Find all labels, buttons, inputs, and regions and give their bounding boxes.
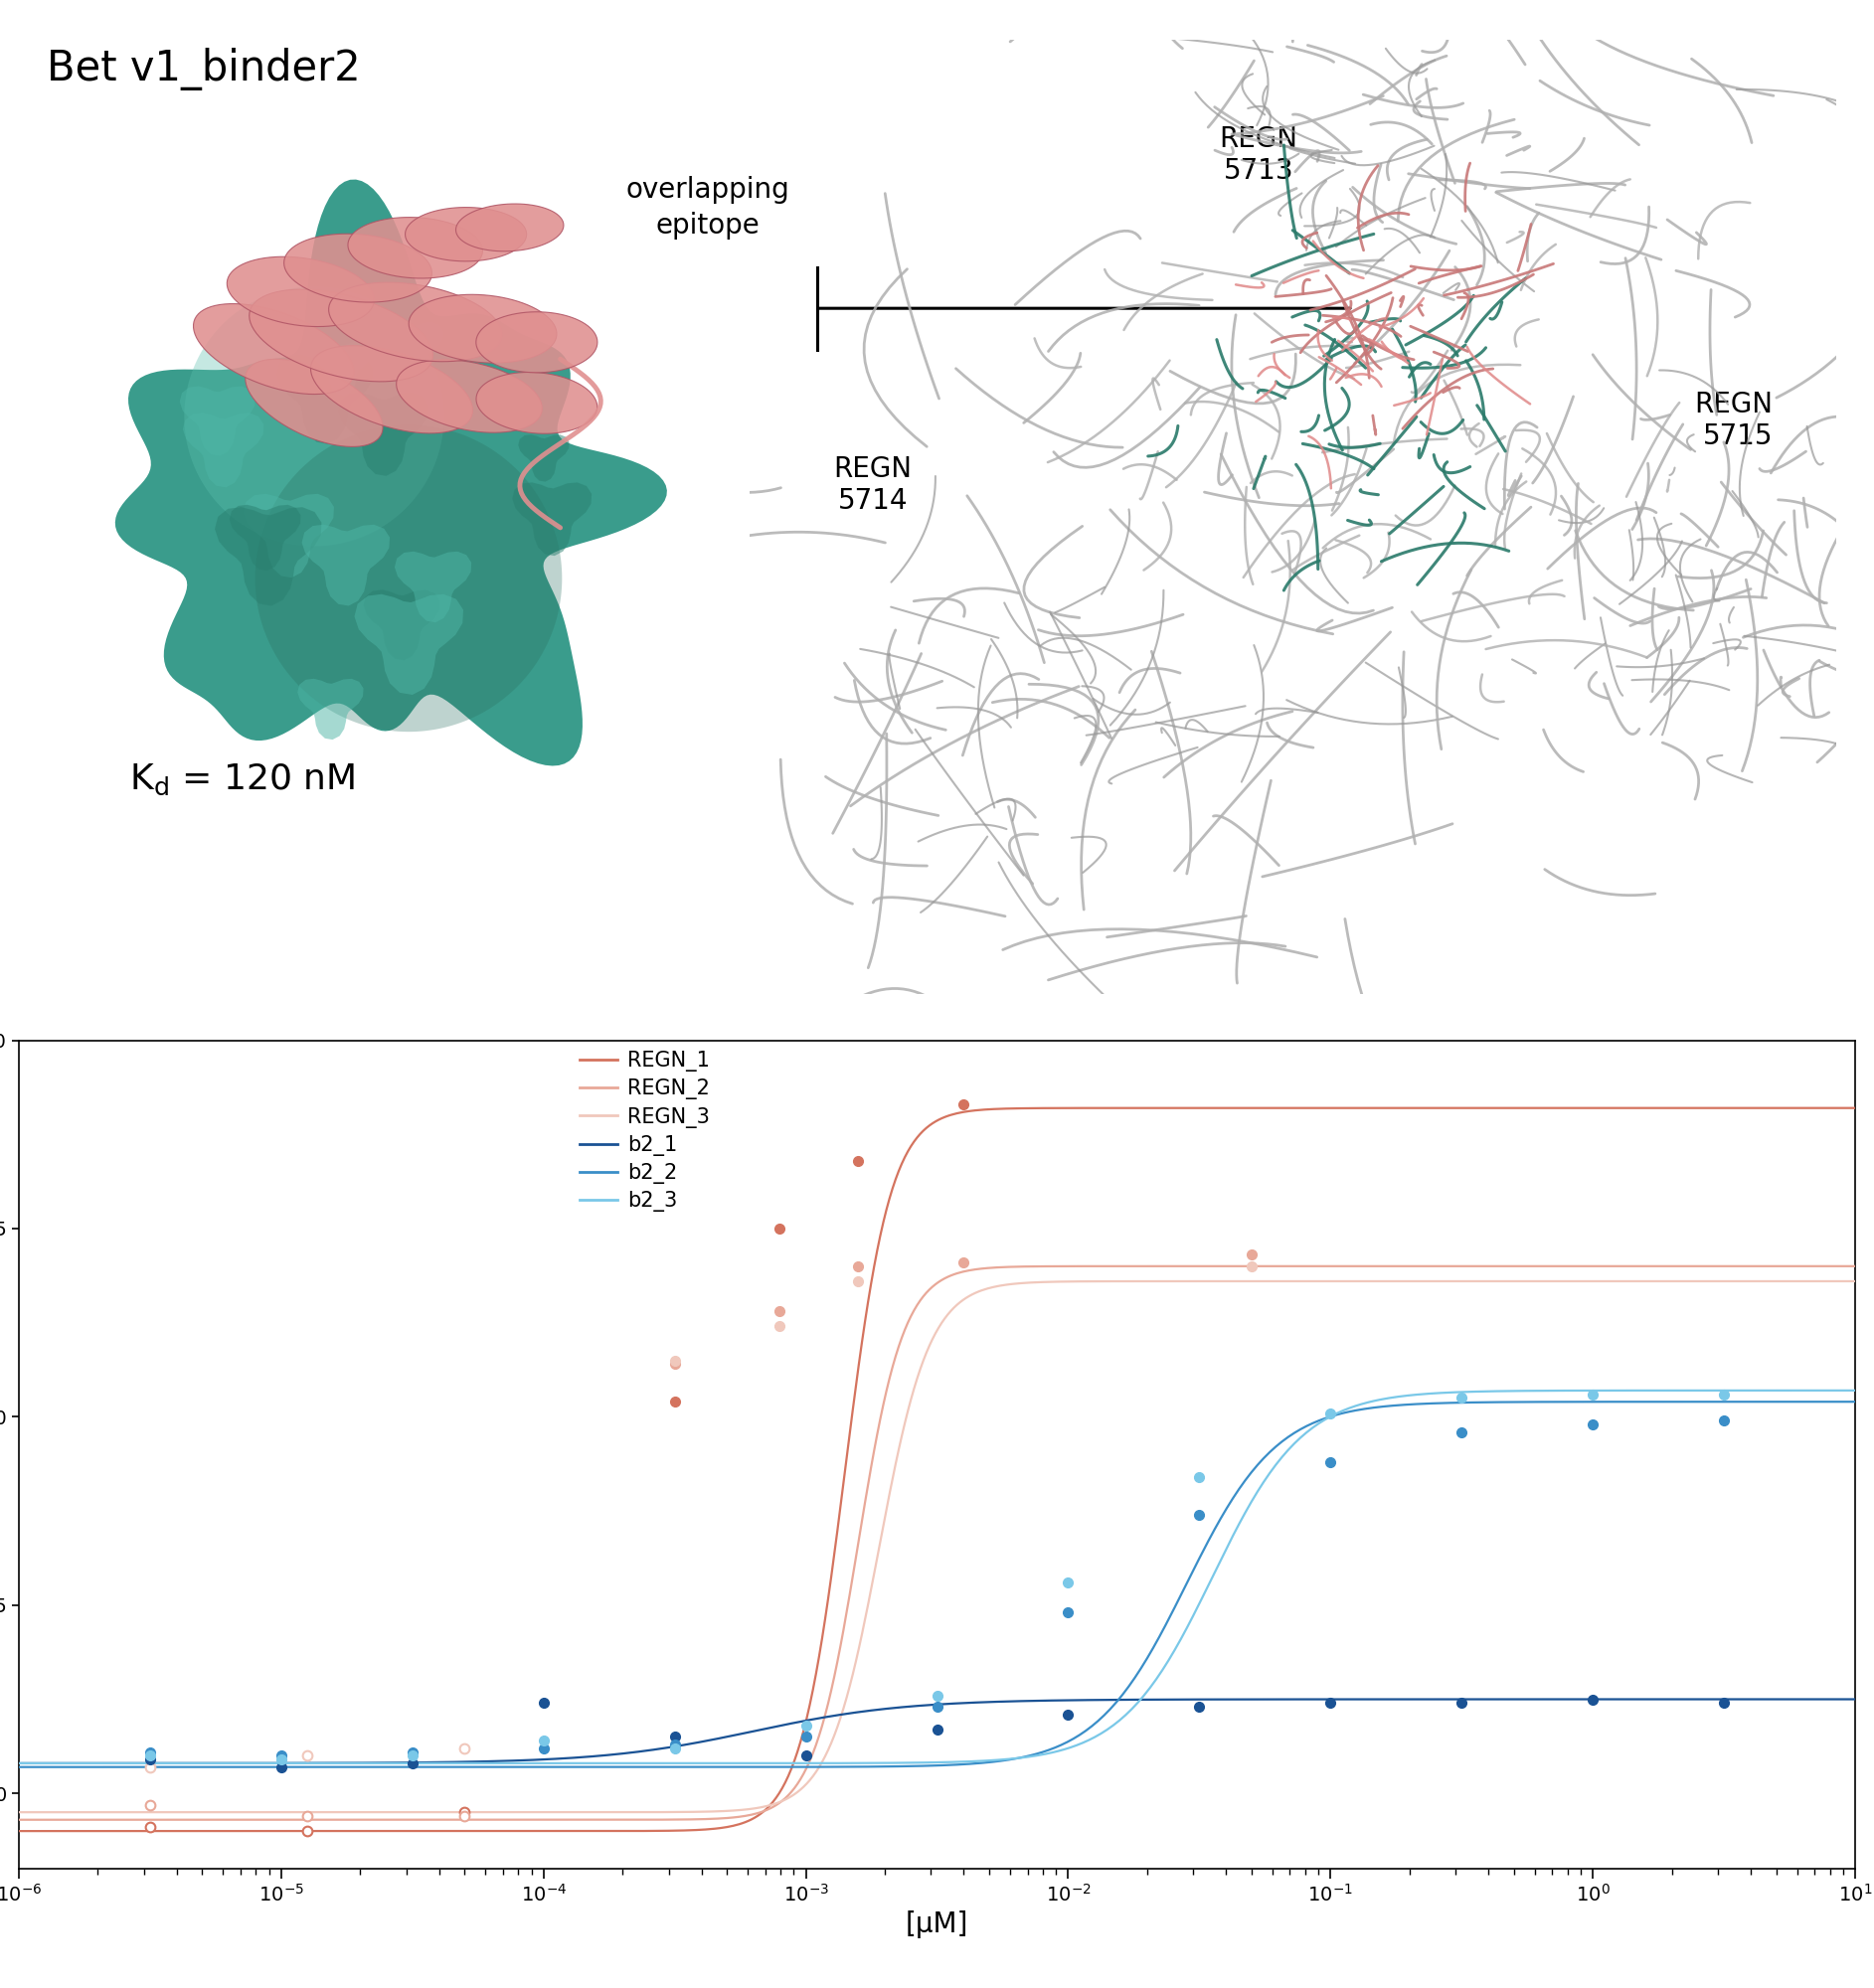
Legend: REGN_1, REGN_2, REGN_3, b2_1, b2_2, b2_3: REGN_1, REGN_2, REGN_3, b2_1, b2_2, b2_3	[581, 1050, 710, 1213]
Text: REGN
5714: REGN 5714	[834, 455, 913, 515]
PathPatch shape	[216, 507, 322, 606]
PathPatch shape	[476, 312, 598, 372]
PathPatch shape	[380, 322, 442, 380]
PathPatch shape	[519, 435, 570, 481]
Text: REGN
5713: REGN 5713	[1220, 125, 1297, 185]
PathPatch shape	[405, 207, 527, 260]
PathPatch shape	[302, 525, 390, 606]
PathPatch shape	[249, 290, 433, 382]
PathPatch shape	[354, 594, 463, 694]
PathPatch shape	[244, 493, 334, 579]
PathPatch shape	[337, 394, 429, 475]
X-axis label: [μM]: [μM]	[905, 1910, 969, 1938]
PathPatch shape	[245, 360, 382, 447]
PathPatch shape	[180, 386, 255, 455]
Text: REGN
5715: REGN 5715	[1694, 392, 1773, 451]
PathPatch shape	[395, 551, 472, 622]
PathPatch shape	[455, 205, 564, 250]
Text: overlapping
epitope: overlapping epitope	[626, 177, 789, 241]
PathPatch shape	[227, 256, 375, 326]
PathPatch shape	[313, 342, 371, 396]
PathPatch shape	[114, 179, 667, 765]
PathPatch shape	[512, 483, 592, 557]
PathPatch shape	[285, 235, 431, 302]
PathPatch shape	[328, 282, 502, 362]
PathPatch shape	[364, 590, 440, 660]
Text: Bet v1_binder2: Bet v1_binder2	[47, 48, 360, 89]
PathPatch shape	[255, 425, 562, 732]
PathPatch shape	[409, 294, 557, 364]
PathPatch shape	[311, 346, 472, 433]
PathPatch shape	[184, 286, 444, 547]
PathPatch shape	[193, 304, 354, 394]
PathPatch shape	[184, 414, 264, 487]
PathPatch shape	[476, 372, 598, 433]
Text: K$_\mathregular{d}$ = 120 nM: K$_\mathregular{d}$ = 120 nM	[129, 761, 354, 797]
PathPatch shape	[298, 678, 364, 740]
PathPatch shape	[349, 217, 483, 278]
PathPatch shape	[229, 505, 300, 571]
PathPatch shape	[277, 354, 373, 443]
PathPatch shape	[395, 360, 542, 433]
